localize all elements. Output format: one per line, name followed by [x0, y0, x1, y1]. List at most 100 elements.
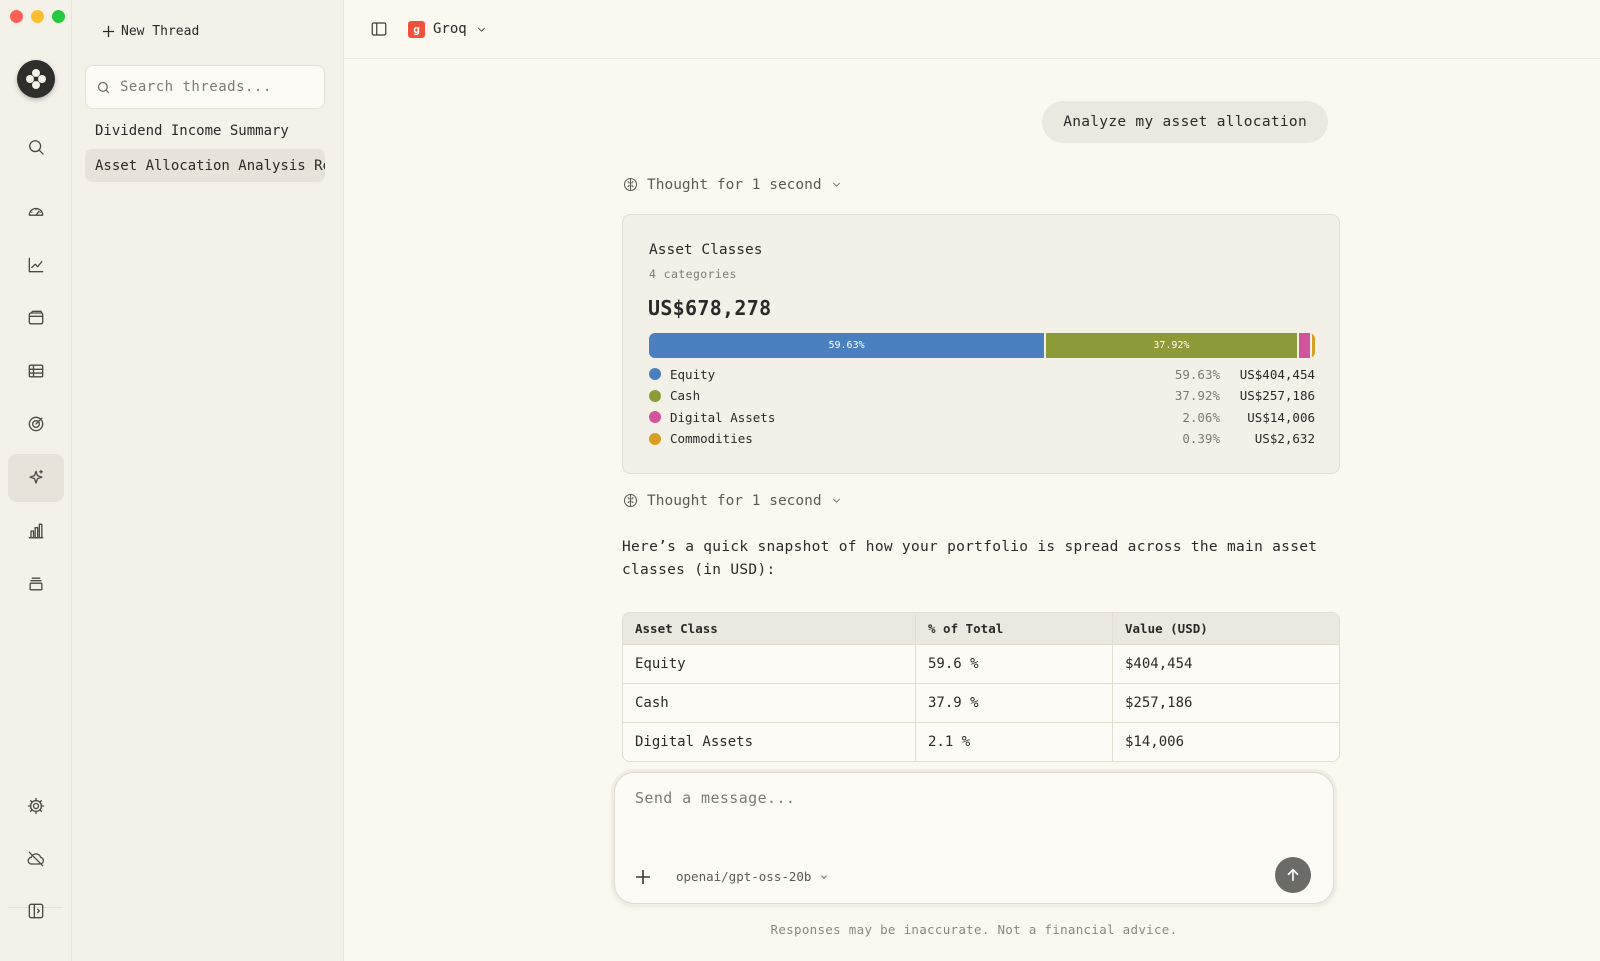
plus-icon	[636, 870, 650, 884]
legend-name: Equity	[670, 366, 716, 382]
disclaimer: Responses may be inaccurate. Not a finan…	[770, 922, 1178, 937]
user-message: Analyze my asset allocation	[1042, 101, 1328, 143]
user-message-text: Analyze my asset allocation	[1063, 114, 1307, 130]
rail-accounts-button[interactable]	[8, 294, 64, 342]
rail-settings-button[interactable]	[8, 782, 64, 830]
legend-color-dot	[649, 368, 661, 380]
new-thread-button[interactable]: New Thread	[102, 24, 199, 39]
attach-button[interactable]	[633, 867, 653, 887]
thread-search-box	[85, 65, 325, 109]
table-cell: Cash	[623, 683, 916, 722]
thread-search-input[interactable]	[120, 79, 310, 95]
thread-item-label: Dividend Income Summary	[95, 122, 289, 139]
allocation-bar-segment	[1298, 333, 1313, 358]
asset-class-table: Asset Class % of Total Value (USD) Equit…	[622, 612, 1340, 762]
table-row: Equity 59.6 % $404,454	[623, 644, 1339, 683]
dashboard-icon	[28, 207, 44, 216]
icon-rail	[0, 0, 72, 961]
thread-item-active[interactable]: Asset Allocation Analysis Re...	[85, 149, 325, 182]
table-row: Cash 37.9 % $257,186	[623, 683, 1339, 722]
wallet-icon	[28, 310, 44, 325]
brain-icon	[623, 177, 638, 192]
chat-main: g Groq Analyze my asset allocation Thoug…	[344, 0, 1600, 961]
chevron-down-icon	[832, 182, 840, 187]
allocation-bar: 59.63% 37.92%	[649, 333, 1315, 358]
rail-expand-button[interactable]	[8, 887, 64, 935]
chart-line-icon	[28, 257, 44, 273]
sparkles-icon	[29, 469, 43, 484]
app-logo[interactable]	[17, 60, 55, 98]
chat-topbar: g Groq	[344, 0, 1600, 59]
minimize-window-button[interactable]	[31, 10, 44, 23]
thought-toggle[interactable]: Thought for 1 second	[622, 492, 843, 509]
legend-color-dot	[649, 389, 661, 402]
legend-name: Cash	[670, 388, 701, 403]
new-thread-label: New Thread	[121, 24, 200, 39]
card-subtitle: 4 categories	[649, 267, 737, 281]
rail-activities-button[interactable]	[8, 560, 64, 608]
legend-row: Equity 59.63% US$404,454	[649, 365, 1315, 383]
provider-name: Groq	[433, 21, 467, 37]
card-title: Asset Classes	[649, 242, 763, 258]
table-cell: 59.6 %	[916, 644, 1113, 683]
legend-color-dot	[649, 432, 661, 445]
maximize-window-button[interactable]	[52, 10, 65, 23]
legend-percent: 59.63%	[1174, 366, 1220, 382]
allocation-bar-segment	[1312, 333, 1315, 358]
model-name: openai/gpt-oss-20b	[676, 869, 812, 884]
rail-dashboard-button[interactable]	[8, 187, 64, 235]
rail-holdings-button[interactable]	[8, 347, 64, 395]
list-icon	[28, 364, 44, 378]
table-header: Value (USD)	[1113, 613, 1339, 644]
legend-row: Cash 37.92% US$257,186	[649, 387, 1315, 405]
table-cell: $404,454	[1113, 644, 1339, 683]
rail-search-button[interactable]	[8, 123, 64, 171]
rail-performance-button[interactable]	[8, 241, 64, 289]
window-controls	[10, 10, 65, 23]
rail-goals-button[interactable]	[8, 400, 64, 448]
thought-label: Thought for 1 second	[647, 176, 822, 193]
message-composer: openai/gpt-oss-20b	[614, 772, 1334, 904]
chevron-down-icon	[821, 874, 828, 879]
groq-logo: g	[408, 20, 425, 38]
arrow-up-icon	[1287, 868, 1299, 882]
legend-row: Digital Assets 2.06% US$14,006	[649, 408, 1315, 426]
legend-value: US$2,632	[1254, 431, 1315, 446]
table-cell: 37.9 %	[916, 683, 1113, 722]
sidebar-expand-icon	[28, 903, 44, 919]
rail-sync-button[interactable]	[8, 835, 64, 883]
rail-reports-button[interactable]	[8, 507, 64, 555]
table-cell: 2.1 %	[916, 722, 1113, 761]
thought-label: Thought for 1 second	[647, 492, 822, 509]
model-selector[interactable]: openai/gpt-oss-20b	[676, 869, 829, 884]
asset-classes-card: Asset Classes 4 categories US$678,278 59…	[622, 214, 1340, 474]
allocation-bar-segment: 59.63%	[649, 333, 1047, 358]
table-header: Asset Class	[623, 613, 916, 644]
rail-divider	[8, 907, 63, 908]
send-button[interactable]	[1275, 857, 1311, 893]
assistant-answer-text: Here’s a quick snapshot of how your port…	[622, 539, 1318, 578]
sidebar-toggle-icon[interactable]	[370, 20, 388, 38]
legend-value: US$14,006	[1247, 409, 1315, 425]
search-icon	[29, 140, 44, 155]
allocation-bar-segment: 37.92%	[1046, 333, 1299, 358]
legend-percent: 0.39%	[1182, 431, 1220, 446]
cloud-off-icon	[27, 851, 44, 867]
legend-name: Digital Assets	[670, 409, 776, 425]
legend-percent: 37.92%	[1174, 388, 1220, 403]
legend-color-dot	[649, 411, 661, 423]
provider-selector[interactable]: g Groq	[408, 20, 488, 38]
close-window-button[interactable]	[10, 10, 23, 23]
threads-sidebar: New Thread Dividend Income Summary Asset…	[72, 0, 344, 961]
thread-item[interactable]: Dividend Income Summary	[85, 114, 325, 147]
chevron-down-icon	[832, 498, 840, 503]
message-input[interactable]	[635, 789, 1315, 839]
table-header: % of Total	[916, 613, 1113, 644]
chevron-down-icon	[477, 27, 485, 32]
layers-icon	[29, 577, 43, 591]
thought-toggle[interactable]: Thought for 1 second	[622, 176, 843, 193]
card-total-value: US$678,278	[648, 296, 772, 320]
table-row: Digital Assets 2.1 % $14,006	[623, 722, 1339, 761]
rail-assistant-button[interactable]	[8, 454, 64, 502]
